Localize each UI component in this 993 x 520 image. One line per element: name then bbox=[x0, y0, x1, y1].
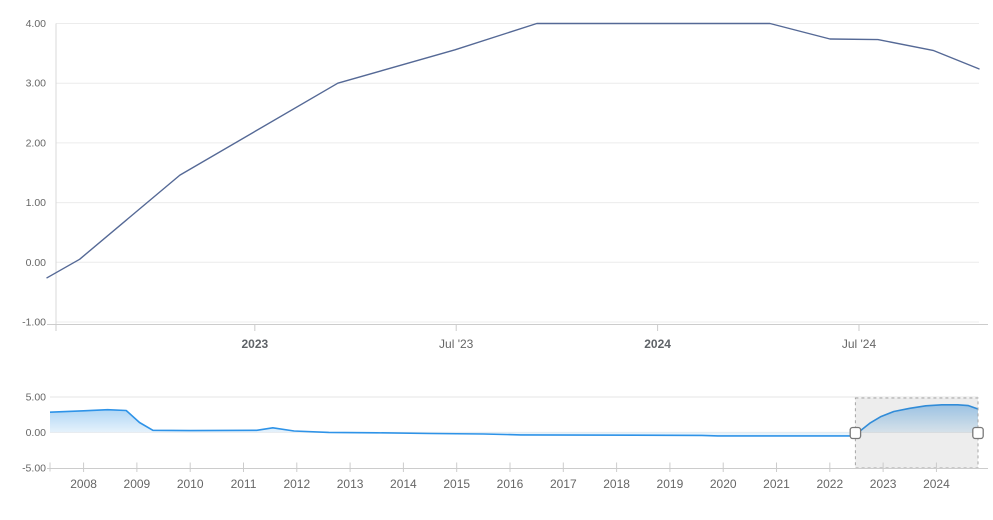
navigator-year-label: 2018 bbox=[603, 477, 630, 491]
navigator-year-label: 2016 bbox=[497, 477, 524, 491]
navigator-year-label: 2013 bbox=[337, 477, 364, 491]
y-axis-label: -1.00 bbox=[22, 316, 46, 328]
navigator-year-label: 2011 bbox=[231, 477, 257, 491]
navigator-year-label: 2020 bbox=[710, 477, 737, 491]
navigator-year-label: 2009 bbox=[124, 477, 151, 491]
navigator-year-label: 2010 bbox=[177, 477, 204, 491]
navigator-handle-left[interactable] bbox=[849, 426, 862, 440]
navigator-year-label: 2014 bbox=[390, 477, 417, 491]
navigator-y-label: -5.00 bbox=[22, 462, 46, 474]
navigator-line bbox=[49, 404, 979, 437]
x-axis-label: Jul '23 bbox=[439, 337, 474, 351]
y-axis-label: 2.00 bbox=[26, 137, 47, 149]
navigator-year-label: 2024 bbox=[923, 477, 950, 491]
navigator-selection[interactable] bbox=[854, 397, 979, 469]
navigator-year-label: 2023 bbox=[870, 477, 897, 491]
y-axis-label: 3.00 bbox=[26, 78, 47, 90]
main-chart: 4.00 3.00 2.00 1.00 0.00 -1.00 2023 Jul '23 2024… bbox=[22, 18, 988, 351]
navigator-year-label: 2021 bbox=[763, 477, 790, 491]
navigator: 5.00 0.00 -5.00 2008 2009 2010 2011 2012 2013 201… bbox=[22, 392, 988, 491]
navigator-year-label: 2008 bbox=[70, 477, 97, 491]
navigator-year-label: 2019 bbox=[657, 477, 684, 491]
x-axis-label: 2024 bbox=[644, 337, 671, 351]
navigator-year-label: 2022 bbox=[816, 477, 843, 491]
y-axis-label: 1.00 bbox=[26, 197, 47, 209]
navigator-y-label: 0.00 bbox=[26, 427, 47, 439]
x-axis-label: 2023 bbox=[241, 337, 268, 351]
y-axis-label: 0.00 bbox=[26, 257, 47, 269]
navigator-year-label: 2015 bbox=[443, 477, 470, 491]
navigator-year-label: 2012 bbox=[283, 477, 310, 491]
navigator-handle-right[interactable] bbox=[972, 426, 984, 440]
navigator-year-label: 2017 bbox=[550, 477, 577, 491]
y-axis-label: 4.00 bbox=[26, 18, 47, 30]
price-line bbox=[46, 22, 980, 279]
x-axis-label: Jul '24 bbox=[842, 337, 877, 351]
navigator-y-label: 5.00 bbox=[26, 392, 47, 404]
